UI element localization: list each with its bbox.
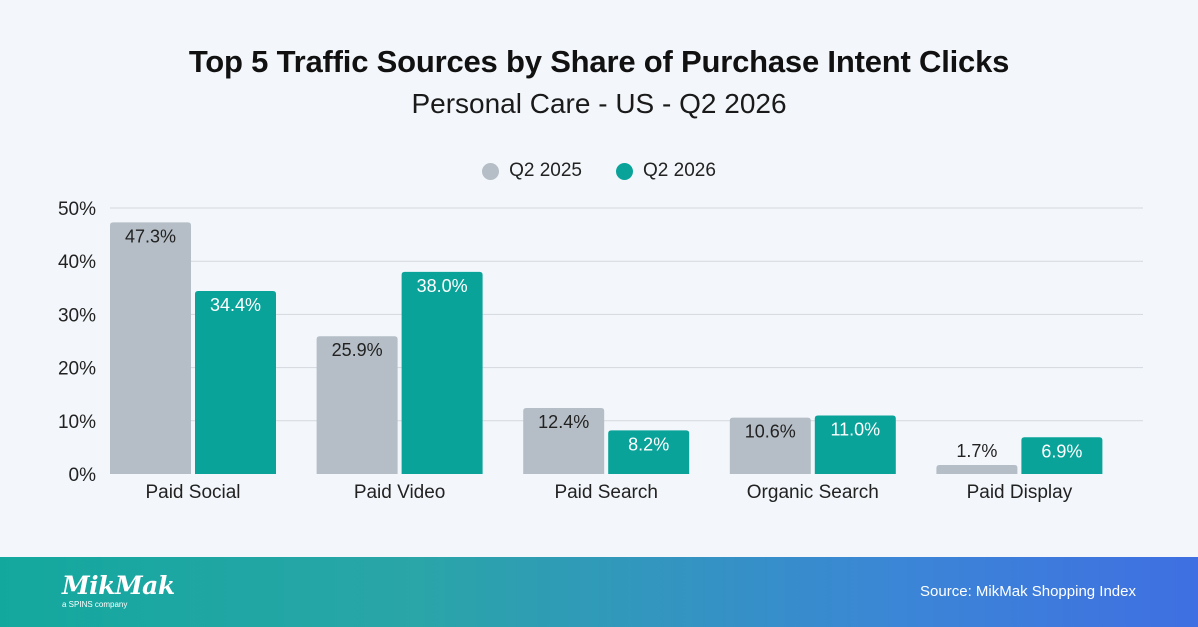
bar-q2-2025: [523, 408, 605, 474]
bar-q2-2026: [195, 290, 276, 474]
footer-banner: MikMak a SPINS company Source: MikMak Sh…: [0, 557, 1198, 627]
bar-q2-2025: [936, 464, 1018, 474]
y-tick-label: 50%: [58, 199, 96, 220]
x-tick-label: Paid Search: [554, 482, 658, 503]
logo-tagline: a SPINS company: [62, 600, 128, 609]
data-label: 25.9%: [332, 340, 383, 360]
chart-subtitle: Personal Care - US - Q2 2026: [411, 88, 787, 119]
x-tick-label: Paid Display: [967, 482, 1073, 503]
y-tick-label: 0%: [69, 465, 97, 486]
bar-chart: 0% 10% 20% 30% 40% 50% 47.3% 34.4% Paid Social 25…: [58, 199, 1143, 503]
legend-label-q2-2026: Q2 2026: [643, 160, 716, 181]
data-label: 10.6%: [745, 422, 796, 442]
data-label: 12.4%: [538, 412, 589, 432]
source-note: Source: MikMak Shopping Index: [920, 583, 1136, 600]
y-tick-label: 10%: [58, 412, 96, 433]
legend: Q2 2025 Q2 2026: [0, 160, 1198, 182]
y-tick-label: 30%: [58, 305, 96, 326]
x-tick-label: Paid Video: [354, 482, 446, 503]
legend-item-q2-2025: Q2 2025: [482, 160, 582, 182]
legend-swatch-q2-2026: [616, 162, 633, 180]
bar-q2-2026: [608, 430, 690, 474]
bar-q2-2025: [729, 417, 811, 474]
legend-item-q2-2026: Q2 2026: [616, 160, 716, 182]
data-label: 8.2%: [628, 434, 669, 454]
data-label: 34.4%: [210, 295, 261, 315]
bar-q2-2025: [110, 222, 191, 474]
mikmak-logo: MikMak a SPINS company: [62, 573, 175, 610]
data-label: 1.7%: [956, 441, 997, 461]
bar-q2-2026: [814, 415, 896, 474]
chart-title: Top 5 Traffic Sources by Share of Purcha…: [188, 44, 1010, 79]
bar-q2-2025: [316, 336, 398, 474]
y-tick-label: 20%: [58, 359, 96, 380]
legend-swatch-q2-2025: [482, 162, 500, 180]
x-tick-label: Organic Search: [747, 482, 879, 503]
bar-q2-2026: [1021, 437, 1103, 474]
data-label: 6.9%: [1041, 441, 1082, 461]
data-label: 38.0%: [417, 276, 468, 296]
x-tick-label: Paid Social: [145, 482, 240, 503]
y-tick-label: 40%: [58, 252, 96, 273]
logo-wordmark: MikMak: [62, 571, 175, 600]
data-label: 47.3%: [125, 226, 176, 246]
data-label: 11.0%: [830, 419, 880, 439]
legend-label-q2-2025: Q2 2025: [509, 160, 582, 181]
bar-q2-2026: [401, 271, 483, 474]
